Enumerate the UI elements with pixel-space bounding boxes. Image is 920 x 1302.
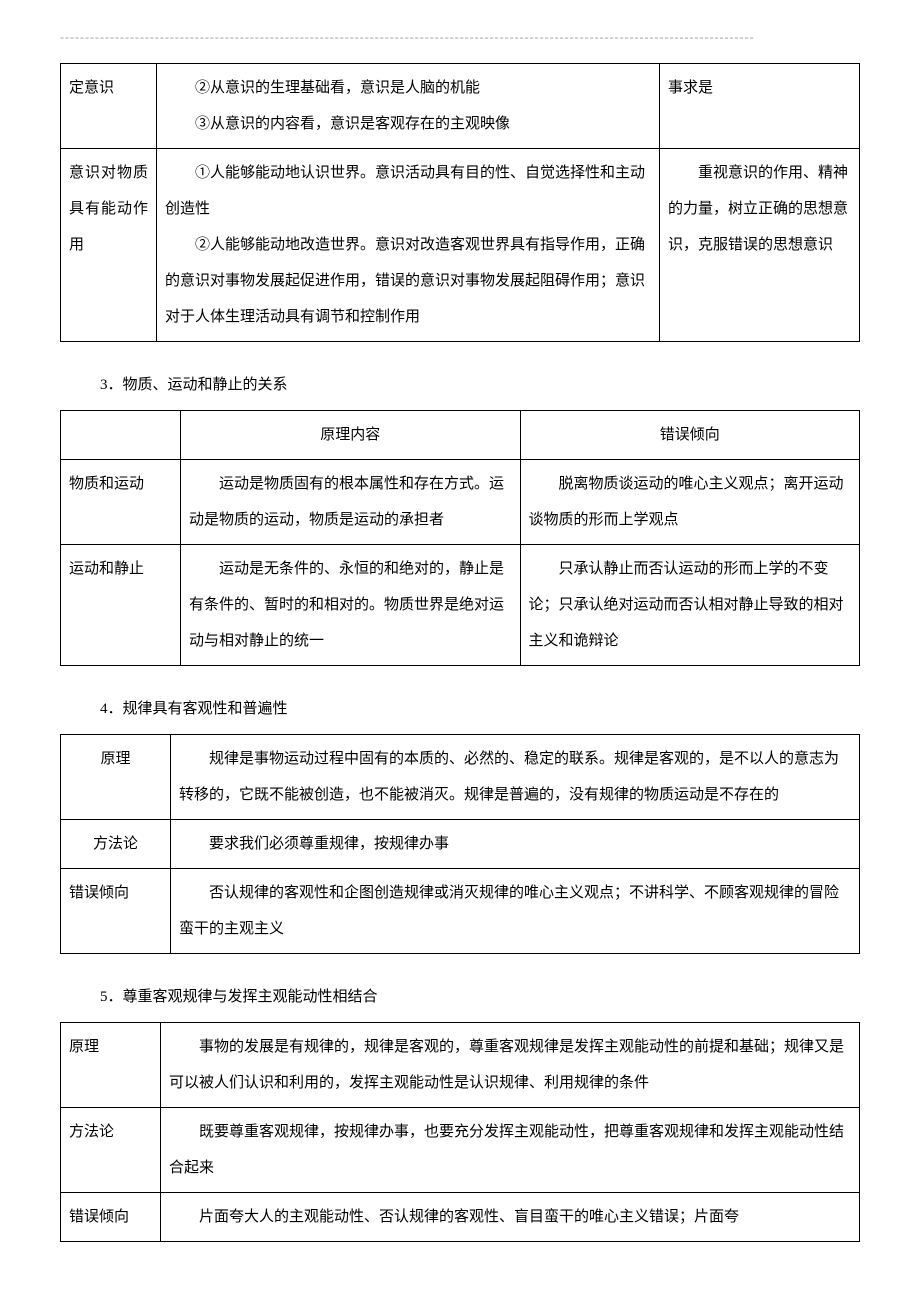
cell-content: 运动是物质固有的根本属性和存在方式。运动是物质的运动，物质是运动的承担者 — [181, 460, 521, 545]
cell-label: 运动和静止 — [61, 545, 181, 666]
section-heading-5: 5．尊重客观规律与发挥主观能动性相结合 — [100, 982, 860, 1012]
section-heading-4: 4．规律具有客观性和普遍性 — [100, 694, 860, 724]
cell-error: 只承认静止而否认运动的形而上学的不变论；只承认绝对运动而否认相对静止导致的相对主… — [520, 545, 860, 666]
table-row: 错误倾向 片面夸大人的主观能动性、否认规律的客观性、盲目蛮干的唯心主义错误；片面… — [61, 1193, 860, 1242]
table-law-objectivity: 原理 规律是事物运动过程中固有的本质的、必然的、稳定的联系。规律是客观的，是不以… — [60, 734, 860, 954]
table-row: 原理内容 错误倾向 — [61, 411, 860, 460]
cell-method: 事求是 — [660, 64, 860, 149]
cell-header: 错误倾向 — [520, 411, 860, 460]
table-row: 方法论 既要尊重客观规律，按规律办事，也要充分发挥主观能动性，把尊重客观规律和发… — [61, 1108, 860, 1193]
cell-content: 要求我们必须尊重规律，按规律办事 — [171, 820, 860, 869]
table-consciousness: 定意识 ②从意识的生理基础看，意识是人脑的机能 ③从意识的内容看，意识是客观存在… — [60, 63, 860, 342]
table-row: 意识对物质具有能动作用 ①人能够能动地认识世界。意识活动具有目的性、自觉选择性和… — [61, 149, 860, 342]
cell-label: 错误倾向 — [61, 1193, 161, 1242]
table-law-subjectivity: 原理 事物的发展是有规律的，规律是客观的，尊重客观规律是发挥主观能动性的前提和基… — [60, 1022, 860, 1242]
cell-label: 方法论 — [61, 1108, 161, 1193]
cell-label: 意识对物质具有能动作用 — [61, 149, 157, 342]
cell-content: ①人能够能动地认识世界。意识活动具有目的性、自觉选择性和主动创造性 ②人能够能动… — [157, 149, 660, 342]
table-row: 原理 事物的发展是有规律的，规律是客观的，尊重客观规律是发挥主观能动性的前提和基… — [61, 1023, 860, 1108]
cell-content: 既要尊重客观规律，按规律办事，也要充分发挥主观能动性，把尊重客观规律和发挥主观能… — [161, 1108, 860, 1193]
cell-label: 方法论 — [61, 820, 171, 869]
table-row: 运动和静止 运动是无条件的、永恒的和绝对的，静止是有条件的、暂时的和相对的。物质… — [61, 545, 860, 666]
cell-content: 事物的发展是有规律的，规律是客观的，尊重客观规律是发挥主观能动性的前提和基础；规… — [161, 1023, 860, 1108]
cell-label: 物质和运动 — [61, 460, 181, 545]
table-row: 物质和运动 运动是物质固有的根本属性和存在方式。运动是物质的运动，物质是运动的承… — [61, 460, 860, 545]
cell-header: 原理内容 — [181, 411, 521, 460]
table-row: 定意识 ②从意识的生理基础看，意识是人脑的机能 ③从意识的内容看，意识是客观存在… — [61, 64, 860, 149]
cell-error: 脱离物质谈运动的唯心主义观点；离开运动谈物质的形而上学观点 — [520, 460, 860, 545]
section-heading-3: 3．物质、运动和静止的关系 — [100, 370, 860, 400]
cell-label: 错误倾向 — [61, 869, 171, 954]
cell-content: 规律是事物运动过程中固有的本质的、必然的、稳定的联系。规律是客观的，是不以人的意… — [171, 735, 860, 820]
cell-content: 否认规律的客观性和企图创造规律或消灭规律的唯心主义观点；不讲科学、不顾客观规律的… — [171, 869, 860, 954]
cell-content: ②从意识的生理基础看，意识是人脑的机能 ③从意识的内容看，意识是客观存在的主观映… — [157, 64, 660, 149]
cell-label: 原理 — [61, 735, 171, 820]
cell-header — [61, 411, 181, 460]
cell-content: 运动是无条件的、永恒的和绝对的，静止是有条件的、暂时的和相对的。物质世界是绝对运… — [181, 545, 521, 666]
table-matter-motion: 原理内容 错误倾向 物质和运动 运动是物质固有的根本属性和存在方式。运动是物质的… — [60, 410, 860, 666]
top-dash-line: ----------------------------------------… — [60, 30, 860, 45]
table-row: 原理 规律是事物运动过程中固有的本质的、必然的、稳定的联系。规律是客观的，是不以… — [61, 735, 860, 820]
cell-content: 片面夸大人的主观能动性、否认规律的客观性、盲目蛮干的唯心主义错误；片面夸 — [161, 1193, 860, 1242]
cell-method: 重视意识的作用、精神的力量，树立正确的思想意识，克服错误的思想意识 — [660, 149, 860, 342]
table-row: 错误倾向 否认规律的客观性和企图创造规律或消灭规律的唯心主义观点；不讲科学、不顾… — [61, 869, 860, 954]
cell-label: 定意识 — [61, 64, 157, 149]
table-row: 方法论 要求我们必须尊重规律，按规律办事 — [61, 820, 860, 869]
cell-label: 原理 — [61, 1023, 161, 1108]
